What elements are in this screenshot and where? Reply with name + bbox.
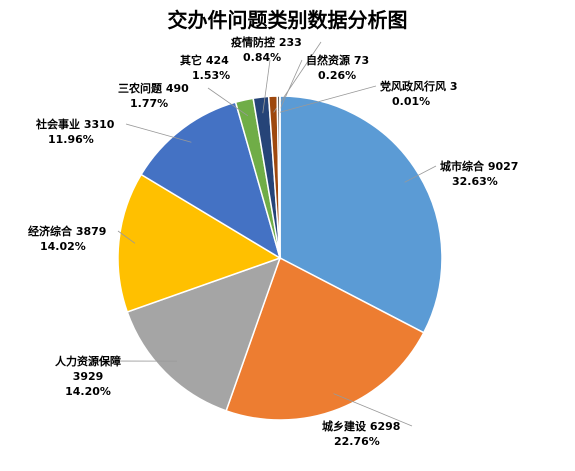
data-label-name-value-4: 经济综合 3879 [28,224,106,238]
data-label-percent-6: 1.77% [130,97,168,110]
chart-title: 交办件问题类别数据分析图 [167,8,408,32]
data-label-name-value-1: 城市综合 9027 [440,159,518,173]
data-label-percent-2: 22.76% [334,435,380,448]
pie-slice-5 [140,101,282,260]
data-label-percent-1: 32.63% [452,175,498,188]
leader-line-6 [207,87,249,117]
data-label-name-value-7: 其它 424 [180,53,229,67]
leader-line-7 [262,59,271,114]
data-label-percent-8: 0.84% [243,51,281,64]
data-label-name-value-9: 自然资源 73 [306,53,369,67]
pie-slice-2 [225,256,425,421]
data-label-name-value-5: 社会事业 3310 [35,117,115,131]
leader-line-1 [404,165,437,183]
data-label-percent-5: 11.96% [48,133,94,146]
data-label-percent-3: 14.20% [65,385,111,398]
data-label-name-value-2: 城乡建设 6298 [322,419,400,433]
data-label-percent-4: 14.02% [40,240,86,253]
data-label-value-3: 3929 [73,370,104,383]
data-label-name-value-6: 三农问题 490 [118,81,189,95]
pie-slice-3 [126,256,282,412]
leader-line-2 [333,393,413,427]
leader-line-4 [117,230,136,244]
data-label-name-value-8: 疫情防控 233 [231,35,302,49]
leader-line-8 [273,41,322,113]
pie-slice-4 [117,173,282,313]
leader-line-10 [279,85,377,113]
data-label-percent-7: 1.53% [192,69,230,82]
data-label-percent-9: 0.26% [318,69,356,82]
data-label-percent-10: 0.01% [392,95,430,108]
leader-line-9 [278,59,303,113]
leader-line-5 [125,123,192,143]
data-label-name-value-10: 党风政风行风 3 [380,79,457,93]
data-label-name-3: 人力资源保障 [55,354,121,368]
